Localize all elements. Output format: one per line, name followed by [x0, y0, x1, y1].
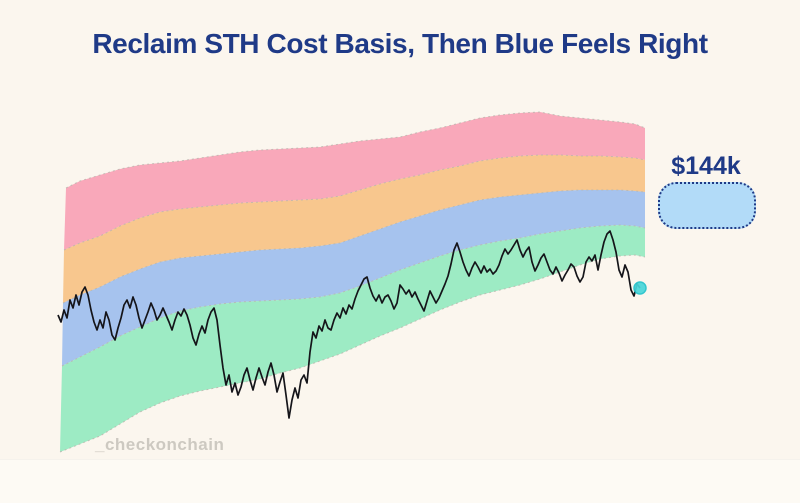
band-edge-blue-green — [61, 224, 646, 367]
footer-strip — [0, 459, 800, 503]
band-edge-green-bottom — [59, 254, 646, 453]
band-edge-pink-orange — [63, 154, 646, 251]
watermark: _checkonchain — [95, 435, 225, 454]
chart-title: Reclaim STH Cost Basis, Then Blue Feels … — [92, 28, 708, 59]
green-band — [60, 225, 645, 452]
price-line — [57, 230, 641, 419]
band-edge-orange-blue — [62, 189, 646, 304]
orange-band — [63, 155, 645, 303]
price-target-label: $144k — [671, 152, 741, 180]
target-zone-box — [658, 182, 756, 229]
blue-band — [62, 190, 645, 366]
current-price-marker — [633, 281, 647, 295]
red-band — [64, 112, 645, 250]
